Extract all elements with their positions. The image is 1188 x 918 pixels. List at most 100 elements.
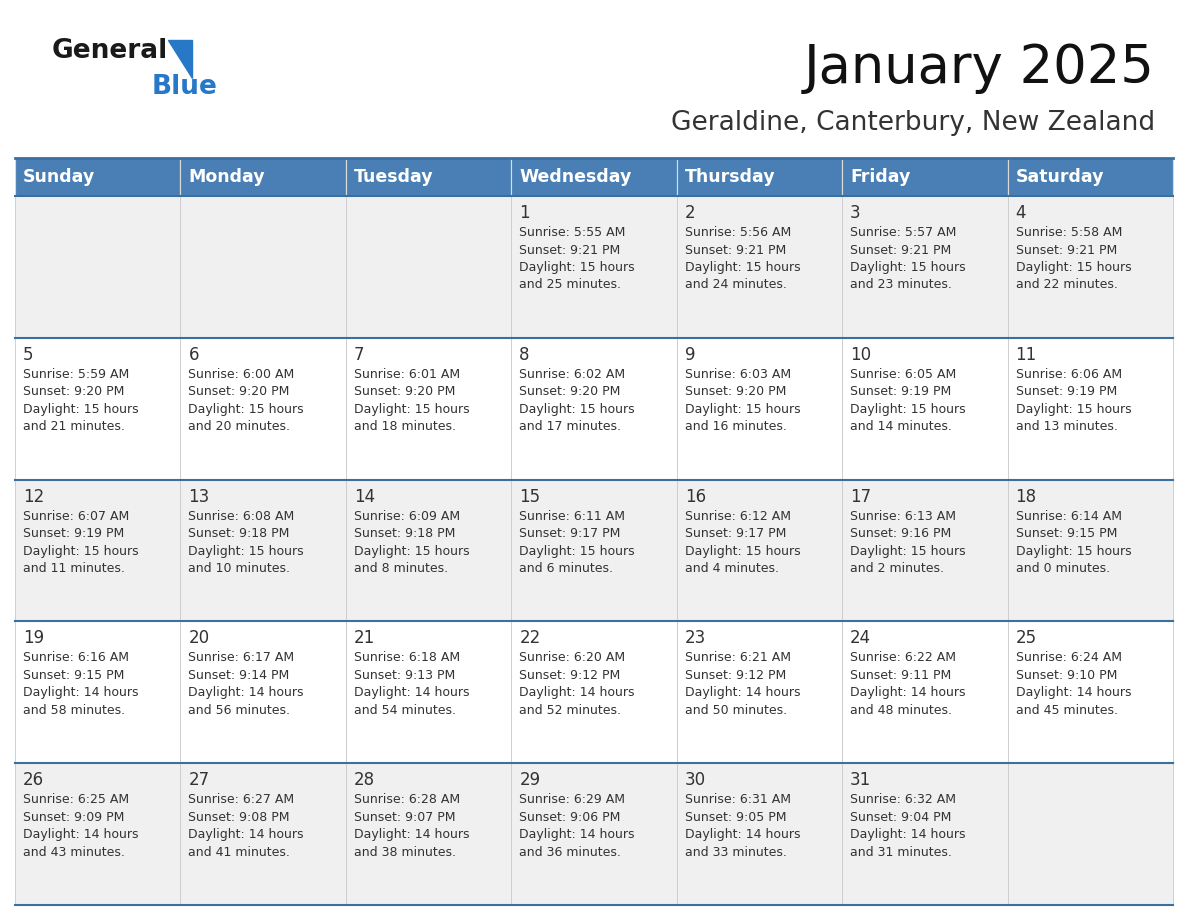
Text: Sunset: 9:15 PM: Sunset: 9:15 PM — [1016, 527, 1117, 540]
Text: Daylight: 14 hours: Daylight: 14 hours — [23, 687, 139, 700]
Text: Sunrise: 6:12 AM: Sunrise: 6:12 AM — [684, 509, 791, 522]
Text: Sunrise: 6:21 AM: Sunrise: 6:21 AM — [684, 652, 791, 665]
Text: 21: 21 — [354, 630, 375, 647]
Text: and 11 minutes.: and 11 minutes. — [23, 562, 125, 575]
Text: and 22 minutes.: and 22 minutes. — [1016, 278, 1118, 292]
Text: Sunrise: 6:28 AM: Sunrise: 6:28 AM — [354, 793, 460, 806]
Text: Daylight: 14 hours: Daylight: 14 hours — [851, 687, 966, 700]
Bar — [15, 763, 181, 905]
Text: Daylight: 15 hours: Daylight: 15 hours — [519, 403, 634, 416]
Text: and 24 minutes.: and 24 minutes. — [684, 278, 786, 292]
Bar — [346, 479, 511, 621]
Text: and 16 minutes.: and 16 minutes. — [684, 420, 786, 433]
Text: and 14 minutes.: and 14 minutes. — [851, 420, 952, 433]
Bar — [181, 158, 346, 196]
Text: Sunrise: 6:13 AM: Sunrise: 6:13 AM — [851, 509, 956, 522]
Text: Daylight: 14 hours: Daylight: 14 hours — [684, 687, 801, 700]
Text: Sunset: 9:20 PM: Sunset: 9:20 PM — [684, 386, 786, 398]
Bar — [1007, 196, 1173, 338]
Bar — [15, 196, 181, 338]
Text: Sunrise: 6:32 AM: Sunrise: 6:32 AM — [851, 793, 956, 806]
Text: and 52 minutes.: and 52 minutes. — [519, 704, 621, 717]
Text: January 2025: January 2025 — [804, 42, 1155, 94]
Bar — [181, 196, 346, 338]
Text: and 50 minutes.: and 50 minutes. — [684, 704, 786, 717]
Text: and 38 minutes.: and 38 minutes. — [354, 845, 456, 858]
Text: 7: 7 — [354, 346, 365, 364]
Text: Sunset: 9:21 PM: Sunset: 9:21 PM — [851, 243, 952, 256]
Text: Sunset: 9:06 PM: Sunset: 9:06 PM — [519, 811, 620, 823]
Text: Sunset: 9:12 PM: Sunset: 9:12 PM — [519, 669, 620, 682]
Text: Daylight: 15 hours: Daylight: 15 hours — [851, 403, 966, 416]
Text: and 36 minutes.: and 36 minutes. — [519, 845, 621, 858]
Text: Sunset: 9:07 PM: Sunset: 9:07 PM — [354, 811, 455, 823]
Text: 15: 15 — [519, 487, 541, 506]
Text: 18: 18 — [1016, 487, 1037, 506]
Text: Daylight: 15 hours: Daylight: 15 hours — [519, 261, 634, 274]
Text: 5: 5 — [23, 346, 33, 364]
Text: and 41 minutes.: and 41 minutes. — [189, 845, 290, 858]
Text: Daylight: 15 hours: Daylight: 15 hours — [1016, 403, 1131, 416]
Text: Sunrise: 5:55 AM: Sunrise: 5:55 AM — [519, 226, 626, 239]
Text: 4: 4 — [1016, 204, 1026, 222]
Bar — [842, 621, 1007, 763]
Bar — [346, 158, 511, 196]
Text: Sunset: 9:21 PM: Sunset: 9:21 PM — [1016, 243, 1117, 256]
Text: Sunrise: 6:31 AM: Sunrise: 6:31 AM — [684, 793, 791, 806]
Text: Friday: Friday — [851, 168, 910, 186]
Text: Sunrise: 6:20 AM: Sunrise: 6:20 AM — [519, 652, 625, 665]
Text: and 48 minutes.: and 48 minutes. — [851, 704, 952, 717]
Text: Wednesday: Wednesday — [519, 168, 632, 186]
Bar — [511, 196, 677, 338]
Text: 2: 2 — [684, 204, 695, 222]
Text: Daylight: 15 hours: Daylight: 15 hours — [23, 544, 139, 557]
Bar — [1007, 621, 1173, 763]
Bar — [181, 763, 346, 905]
Text: Daylight: 15 hours: Daylight: 15 hours — [1016, 544, 1131, 557]
Text: Daylight: 14 hours: Daylight: 14 hours — [189, 687, 304, 700]
Text: Sunrise: 6:07 AM: Sunrise: 6:07 AM — [23, 509, 129, 522]
Bar — [677, 196, 842, 338]
Bar — [346, 196, 511, 338]
Text: and 20 minutes.: and 20 minutes. — [189, 420, 290, 433]
Text: and 2 minutes.: and 2 minutes. — [851, 562, 944, 575]
Text: 3: 3 — [851, 204, 861, 222]
Text: Daylight: 14 hours: Daylight: 14 hours — [23, 828, 139, 841]
Bar — [346, 763, 511, 905]
Text: 26: 26 — [23, 771, 44, 789]
Text: Sunrise: 5:56 AM: Sunrise: 5:56 AM — [684, 226, 791, 239]
Text: Sunrise: 6:05 AM: Sunrise: 6:05 AM — [851, 368, 956, 381]
Bar — [1007, 763, 1173, 905]
Text: Daylight: 15 hours: Daylight: 15 hours — [189, 403, 304, 416]
Text: 14: 14 — [354, 487, 375, 506]
Text: Daylight: 14 hours: Daylight: 14 hours — [354, 687, 469, 700]
Bar — [15, 158, 181, 196]
Text: Sunset: 9:17 PM: Sunset: 9:17 PM — [519, 527, 620, 540]
Text: and 6 minutes.: and 6 minutes. — [519, 562, 613, 575]
Text: 8: 8 — [519, 346, 530, 364]
Text: Sunrise: 6:17 AM: Sunrise: 6:17 AM — [189, 652, 295, 665]
Text: and 45 minutes.: and 45 minutes. — [1016, 704, 1118, 717]
Text: Sunrise: 5:59 AM: Sunrise: 5:59 AM — [23, 368, 129, 381]
Bar — [511, 338, 677, 479]
Text: Sunrise: 6:02 AM: Sunrise: 6:02 AM — [519, 368, 625, 381]
Bar — [181, 621, 346, 763]
Text: 31: 31 — [851, 771, 871, 789]
Bar — [677, 158, 842, 196]
Text: Daylight: 15 hours: Daylight: 15 hours — [851, 261, 966, 274]
Text: Sunrise: 6:08 AM: Sunrise: 6:08 AM — [189, 509, 295, 522]
Bar — [842, 479, 1007, 621]
Text: Monday: Monday — [189, 168, 265, 186]
Text: Sunrise: 5:57 AM: Sunrise: 5:57 AM — [851, 226, 956, 239]
Text: 22: 22 — [519, 630, 541, 647]
Text: and 43 minutes.: and 43 minutes. — [23, 845, 125, 858]
Text: Daylight: 15 hours: Daylight: 15 hours — [354, 403, 469, 416]
Text: 10: 10 — [851, 346, 871, 364]
Text: Sunset: 9:20 PM: Sunset: 9:20 PM — [23, 386, 125, 398]
Text: Daylight: 15 hours: Daylight: 15 hours — [851, 544, 966, 557]
Bar — [511, 479, 677, 621]
Text: Sunset: 9:20 PM: Sunset: 9:20 PM — [519, 386, 620, 398]
Text: Daylight: 15 hours: Daylight: 15 hours — [1016, 261, 1131, 274]
Text: Sunset: 9:13 PM: Sunset: 9:13 PM — [354, 669, 455, 682]
Bar — [677, 763, 842, 905]
